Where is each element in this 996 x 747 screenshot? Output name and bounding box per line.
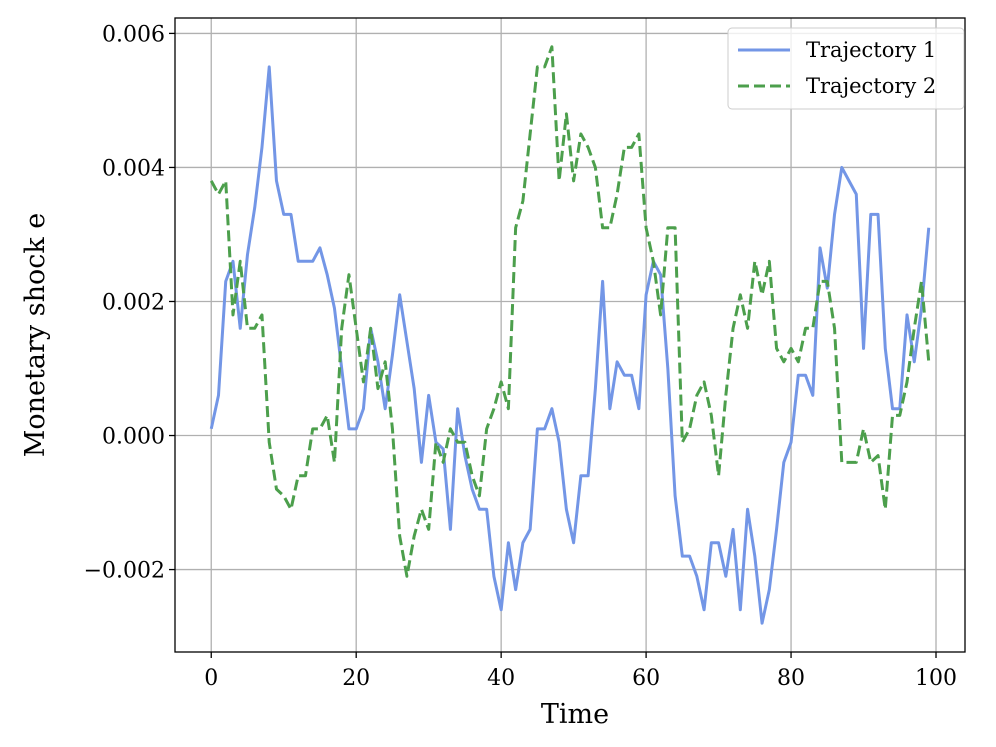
- series-lines: [209, 45, 931, 625]
- x-axis-label: Time: [541, 699, 609, 730]
- legend-label-trajectory-1: Trajectory 1: [806, 38, 936, 62]
- y-axis-ticks: −0.002 0.000 0.002 0.004 0.006: [84, 22, 175, 584]
- legend-box: [727, 27, 965, 110]
- plot-frame: [174, 17, 966, 653]
- x-tick-label: 0: [204, 666, 218, 691]
- y-tick-label: −0.002: [84, 559, 165, 584]
- y-tick-label: 0.006: [102, 22, 165, 47]
- y-tick-label: 0.000: [102, 425, 165, 450]
- x-tick-label: 40: [487, 666, 515, 691]
- x-tick-label: 60: [632, 666, 660, 691]
- legend-label-trajectory-2: Trajectory 2: [806, 74, 936, 98]
- legend: Trajectory 1 Trajectory 2: [727, 27, 965, 110]
- y-tick-label: 0.002: [102, 290, 165, 315]
- x-tick-label: 20: [342, 666, 370, 691]
- y-axis-label: Monetary shock e: [20, 213, 51, 458]
- y-tick-label: 0.004: [102, 156, 165, 181]
- x-tick-label: 80: [777, 666, 805, 691]
- series-line-1: [209, 65, 931, 625]
- series-line-2: [209, 45, 931, 578]
- x-tick-label: 100: [915, 666, 957, 691]
- x-axis-ticks: 0 20 40 60 80 100: [204, 652, 957, 691]
- grid-lines: [175, 18, 965, 652]
